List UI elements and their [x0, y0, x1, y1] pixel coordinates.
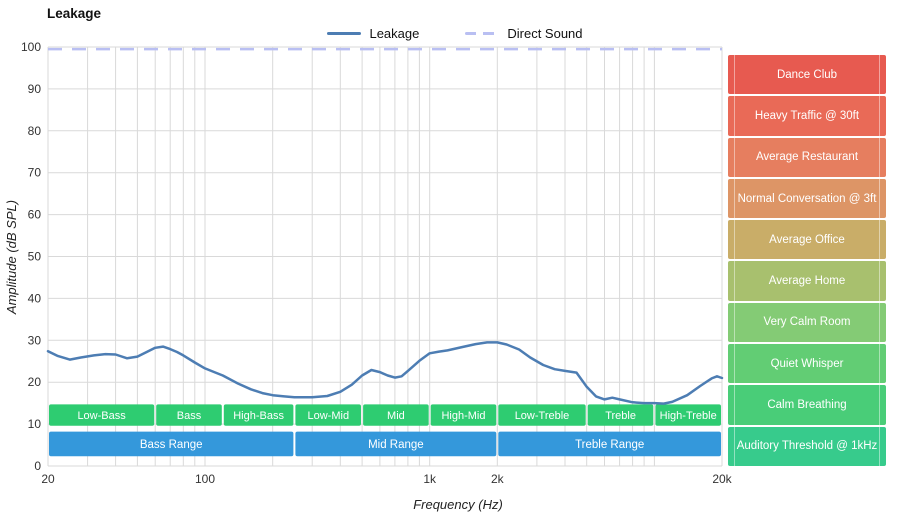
range-band-label: Bass Range: [140, 439, 203, 451]
loudness-scale-block: Quiet Whisper: [728, 344, 886, 384]
frequency-band: [223, 404, 294, 426]
loudness-scale-label: Calm Breathing: [767, 398, 847, 411]
frequency-band: [156, 404, 222, 426]
frequency-band-label: High-Treble: [660, 410, 717, 422]
y-tick-label: 30: [28, 333, 42, 347]
frequency-band: [295, 404, 361, 426]
legend-swatch-icon: [465, 32, 500, 35]
legend: Leakage Direct Sound: [0, 26, 900, 41]
range-band-label: Treble Range: [575, 439, 644, 451]
y-tick-label: 60: [28, 208, 42, 222]
loudness-scale-block: Dance Club: [728, 55, 886, 95]
frequency-band: [498, 404, 586, 426]
loudness-scale-label: Normal Conversation @ 3ft: [737, 192, 877, 205]
loudness-scale-label: Auditory Threshold @ 1kHz: [736, 440, 878, 453]
loudness-scale-label: Quiet Whisper: [770, 357, 844, 370]
y-tick-label: 0: [34, 459, 41, 473]
frequency-band: [587, 404, 654, 426]
x-tick-label: 100: [195, 472, 215, 486]
loudness-scale-block: Normal Conversation @ 3ft: [728, 178, 886, 219]
frequency-band-label: Bass: [177, 410, 202, 422]
range-band: [498, 431, 721, 457]
chart-title: Leakage: [47, 6, 102, 21]
y-tick-label: 10: [28, 417, 42, 431]
y-tick-label: 90: [28, 82, 42, 96]
frequency-band-label: Low-Bass: [77, 410, 126, 422]
loudness-scale-block: Heavy Traffic @ 30ft: [728, 96, 886, 136]
loudness-scale-label: Average Office: [769, 233, 845, 246]
loudness-scale-block: Average Office: [728, 220, 886, 260]
frequency-band: [49, 404, 155, 426]
x-axis-title: Frequency (Hz): [413, 497, 503, 512]
frequency-band-label: Low-Mid: [308, 410, 350, 422]
range-band-label: Mid Range: [368, 439, 424, 451]
loudness-scale-label: Average Home: [768, 275, 846, 288]
loudness-scale-block: Auditory Threshold @ 1kHz: [728, 426, 886, 467]
loudness-scale-label: Dance Club: [776, 68, 838, 81]
loudness-scale-label: Average Restaurant: [755, 151, 859, 164]
legend-label: Leakage: [369, 26, 420, 41]
y-tick-label: 70: [28, 166, 42, 180]
frequency-band-label: High-Bass: [233, 410, 284, 422]
legend-label: Direct Sound: [507, 26, 583, 41]
frequency-band-label: Treble: [605, 410, 636, 422]
y-tick-label: 100: [21, 40, 41, 54]
x-tick-label: 20: [41, 472, 55, 486]
loudness-scale-label: Very Calm Room: [763, 316, 851, 329]
legend-item-direct-sound[interactable]: Direct Sound: [465, 26, 583, 41]
frequency-band: [363, 404, 429, 426]
y-axis-title: Amplitude (dB SPL): [4, 200, 19, 315]
legend-swatch-icon: [327, 32, 362, 35]
frequency-band-label: High-Mid: [441, 410, 485, 422]
y-tick-label: 20: [28, 375, 42, 389]
range-band: [295, 431, 497, 457]
loudness-scale-block: Average Home: [728, 261, 886, 302]
frequency-band: [430, 404, 497, 426]
y-tick-label: 40: [28, 291, 42, 305]
x-tick-label: 1k: [423, 472, 437, 486]
frequency-band-label: Mid: [387, 410, 405, 422]
y-tick-label: 50: [28, 250, 42, 264]
frequency-band: [655, 404, 721, 426]
y-tick-label: 80: [28, 124, 42, 138]
frequency-band-label: Low-Treble: [515, 410, 570, 422]
loudness-scale-label: Heavy Traffic @ 30ft: [754, 109, 860, 122]
range-band: [49, 431, 294, 457]
x-tick-label: 20k: [712, 472, 732, 486]
loudness-scale-block: Calm Breathing: [728, 385, 886, 425]
leakage-line: [46, 341, 724, 405]
loudness-scale-block: Very Calm Room: [728, 302, 886, 343]
loudness-scale-block: Average Restaurant: [728, 137, 886, 178]
x-tick-label: 2k: [491, 472, 505, 486]
legend-item-leakage[interactable]: Leakage: [327, 26, 419, 41]
loudness-scale: Dance Club Heavy Traffic @ 30ft Average Re…: [728, 55, 886, 467]
